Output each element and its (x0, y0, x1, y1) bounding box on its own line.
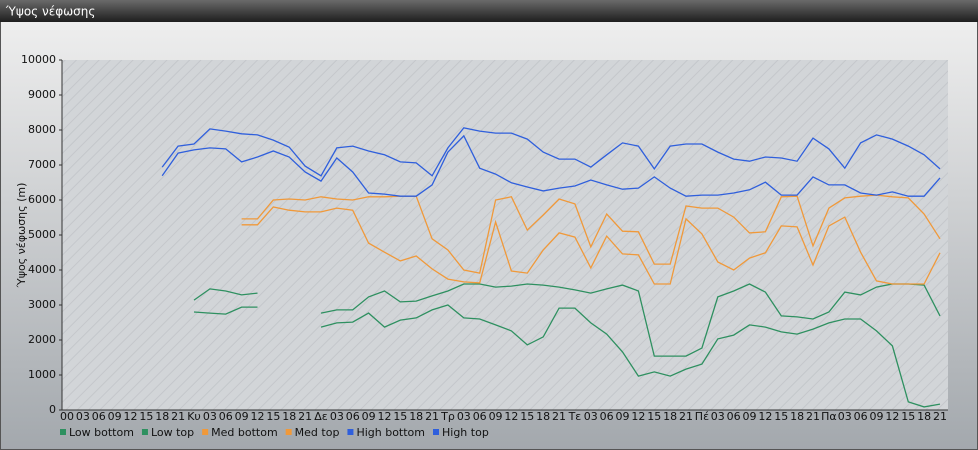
legend-swatch (433, 429, 439, 435)
legend-swatch (347, 429, 354, 435)
series-line (241, 206, 941, 285)
x-tick-label: 12 (250, 410, 264, 423)
legend-label: Low bottom (69, 426, 134, 439)
y-tick-label: 10000 (21, 53, 56, 66)
y-tick-label: 2000 (28, 333, 56, 346)
x-tick-label: 03 (457, 410, 471, 423)
legend-label: Low top (151, 426, 194, 439)
legend-label: High bottom (356, 426, 425, 439)
x-tick-label: 15 (901, 410, 915, 423)
x-tick-label: 06 (346, 410, 360, 423)
series-line (193, 283, 941, 357)
x-tick-label: 15 (139, 410, 153, 423)
y-tick-label: 9000 (28, 88, 56, 101)
x-tick-label: 18 (409, 410, 423, 423)
series-line (193, 304, 941, 408)
x-tick-label: 15 (520, 410, 534, 423)
x-tick-label: 12 (885, 410, 899, 423)
y-tick-label: 7000 (28, 158, 56, 171)
series-line (161, 127, 941, 177)
y-tick-label: 1000 (28, 368, 56, 381)
x-tick-label: 06 (600, 410, 614, 423)
x-tick-label: 12 (504, 410, 518, 423)
x-tick-label: Πα (821, 410, 837, 423)
x-tick-label: 09 (870, 410, 884, 423)
y-tick-label: 3000 (28, 298, 56, 311)
x-tick-label: 09 (616, 410, 630, 423)
x-tick-label: 00 (60, 410, 74, 423)
x-tick-label: 03 (584, 410, 598, 423)
x-tick-label: 18 (536, 410, 550, 423)
x-tick-label: 12 (758, 410, 772, 423)
legend-label: High top (442, 426, 489, 439)
x-tick-label: 06 (727, 410, 741, 423)
x-tick-label: 09 (743, 410, 757, 423)
x-tick-label: 06 (92, 410, 106, 423)
legend-swatch (141, 429, 148, 435)
y-tick-label: 6000 (28, 193, 56, 206)
legend-label: Med top (295, 426, 340, 439)
x-tick-label: 18 (663, 410, 677, 423)
x-tick-label: 21 (933, 410, 947, 423)
series-line (161, 134, 941, 197)
x-tick-label: 15 (647, 410, 661, 423)
x-tick-label: Πέ (695, 410, 709, 423)
y-tick-label: 4000 (28, 263, 56, 276)
x-tick-label: 03 (711, 410, 725, 423)
x-tick-label: 12 (377, 410, 391, 423)
x-tick-label: 09 (489, 410, 503, 423)
legend-label: Med bottom (211, 426, 278, 439)
x-tick-label: Κυ (187, 410, 201, 423)
x-tick-label: 21 (679, 410, 693, 423)
x-tick-label: Τρ (440, 410, 455, 423)
x-tick-label: 03 (203, 410, 217, 423)
legend-swatch (285, 429, 292, 435)
legend-swatch (202, 429, 209, 435)
y-tick-label: 8000 (28, 123, 56, 136)
x-tick-label: 15 (774, 410, 788, 423)
x-tick-label: 09 (235, 410, 249, 423)
x-tick-label: 12 (123, 410, 137, 423)
x-tick-label: 06 (854, 410, 868, 423)
x-tick-label: 15 (393, 410, 407, 423)
x-tick-label: 21 (552, 410, 566, 423)
x-tick-label: 21 (298, 410, 312, 423)
x-tick-label: 18 (282, 410, 296, 423)
x-tick-label: 21 (425, 410, 439, 423)
x-tick-label: 03 (838, 410, 852, 423)
window-title: Ύψος νέφωσης (5, 5, 95, 19)
y-tick-label: 0 (49, 403, 56, 416)
y-axis-label: Ύψος νέφωσης (m) (15, 183, 28, 289)
y-tick-label: 5000 (28, 228, 56, 241)
x-tick-label: 15 (266, 410, 280, 423)
title-bar (0, 0, 978, 22)
series-line (241, 194, 941, 274)
x-tick-label: 06 (219, 410, 233, 423)
legend-swatch (60, 429, 66, 435)
x-tick-label: Δε (314, 410, 328, 423)
x-tick-label: 03 (330, 410, 344, 423)
x-tick-label: 12 (631, 410, 645, 423)
x-tick-label: 18 (917, 410, 931, 423)
plot-area (62, 60, 948, 410)
x-tick-label: 09 (108, 410, 122, 423)
x-tick-label: 06 (473, 410, 487, 423)
x-tick-label: Τε (568, 410, 582, 423)
x-tick-label: 18 (790, 410, 804, 423)
x-tick-label: 18 (155, 410, 169, 423)
x-tick-label: 21 (806, 410, 820, 423)
x-tick-label: 09 (362, 410, 376, 423)
x-tick-label: 03 (76, 410, 90, 423)
x-tick-label: 21 (171, 410, 185, 423)
